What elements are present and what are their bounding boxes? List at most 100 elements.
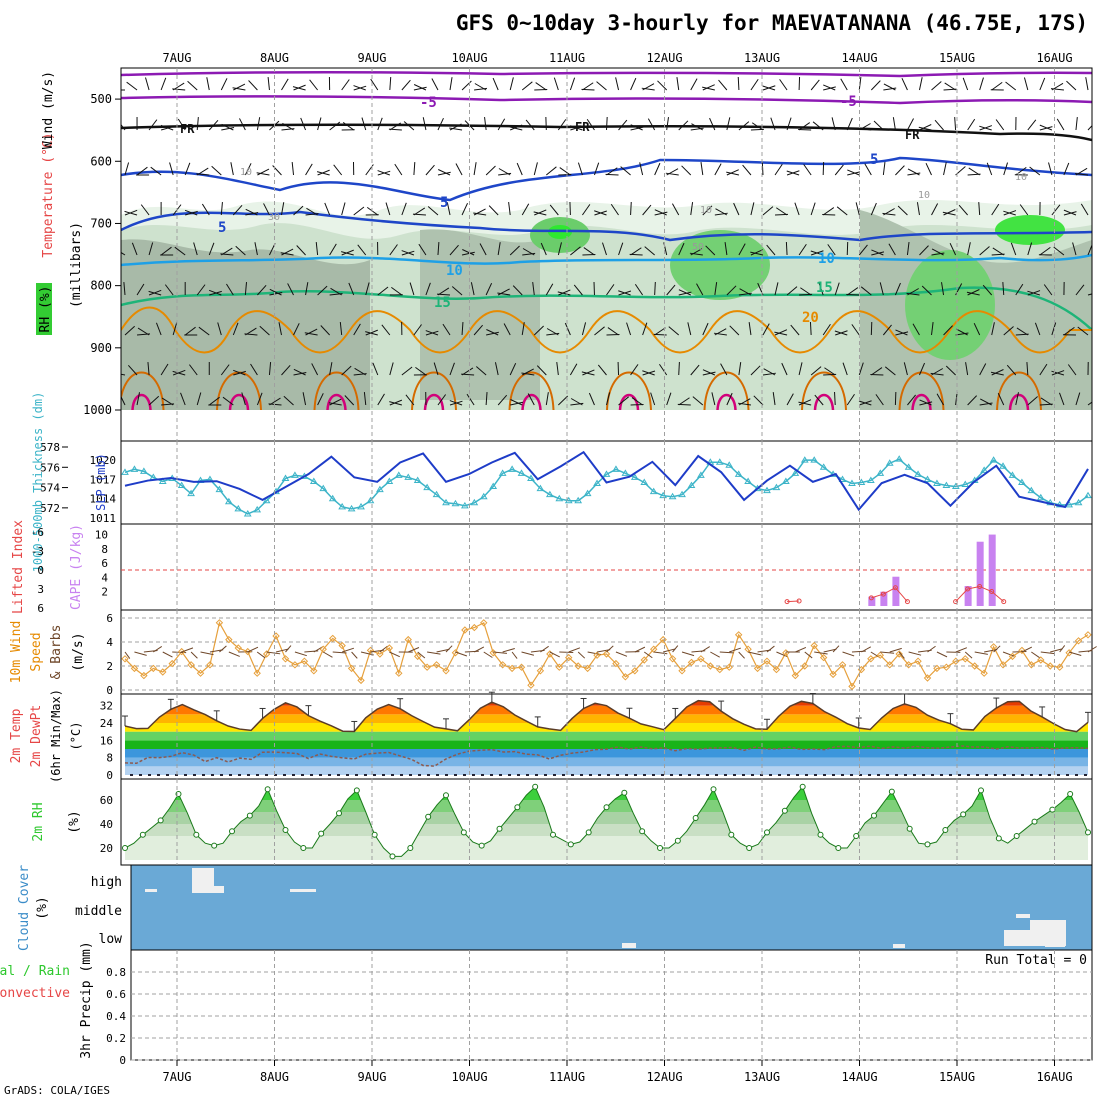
wind-barb (256, 172, 270, 176)
wind-barb (713, 332, 727, 336)
iso-label: 15 (434, 295, 451, 311)
wind-barb (919, 399, 932, 406)
wind-barb (193, 242, 198, 256)
wind-barb (581, 88, 595, 91)
wind-barb (634, 283, 644, 296)
date-label-bottom: 15AUG (939, 1070, 975, 1084)
dewpoint-dot (391, 774, 394, 776)
wind10-marker (159, 668, 167, 676)
wind-barb (846, 393, 855, 406)
cape-bar (964, 586, 972, 606)
wind-barb (630, 126, 644, 131)
wind-barb (944, 82, 956, 91)
wind10-marker (725, 663, 733, 671)
li-marker (892, 585, 898, 591)
thickness-marker (980, 466, 989, 473)
dewpoint-dot (634, 774, 637, 776)
wind-barb (570, 402, 584, 406)
wind-barb (606, 167, 618, 176)
wind-barb (678, 397, 690, 406)
thickness-marker (347, 504, 356, 512)
wind10-barb (389, 651, 400, 658)
rh2m-marker (478, 842, 485, 849)
wind-barb (907, 168, 920, 176)
cloud-patch (1004, 930, 1034, 946)
wind10-barb (1050, 648, 1063, 653)
date-label-top: 13AUG (744, 51, 780, 65)
rh2m-marker (710, 786, 717, 793)
wind-barb (486, 329, 499, 336)
thickness-marker (781, 477, 790, 484)
thickness-marker (187, 489, 195, 497)
rh2m-marker (657, 845, 663, 851)
wind-barb (484, 117, 487, 131)
rh2m-marker (1067, 791, 1074, 797)
wind-barb (919, 124, 932, 131)
wind-barb (521, 372, 535, 376)
wind-barb (955, 328, 968, 336)
wind-barb (559, 167, 571, 176)
thickness-marker (772, 483, 781, 491)
thickness-marker (848, 479, 856, 487)
wind-barb (798, 401, 812, 406)
dewpoint-dot (643, 774, 646, 776)
dewpoint-dot (301, 774, 304, 776)
wind-barb (1019, 204, 1029, 216)
wind-barb (714, 282, 718, 296)
wind-barb (473, 324, 483, 336)
wind-barb (217, 322, 222, 336)
wind-barb (512, 285, 523, 296)
wind-barb (302, 392, 307, 406)
wind-barb (148, 289, 162, 296)
wind-barb (834, 391, 836, 406)
wind-barb (354, 367, 367, 376)
wind10-marker (1084, 631, 1092, 639)
temp-band (125, 705, 1088, 715)
wind-barb (427, 206, 439, 216)
wind-barb (774, 163, 783, 176)
wind-barb (527, 393, 535, 406)
wind-barb (184, 326, 196, 336)
temp-band (125, 749, 1088, 758)
wind-barb (365, 331, 378, 336)
thickness-slp-panel: 578 576 574 572 1020 1017 1014 1011 1000-500mb … (31, 392, 1093, 572)
wind-barb (509, 126, 523, 131)
wind-barb (257, 168, 270, 176)
li-tick-label: -6 (31, 526, 44, 539)
wind-barb (184, 162, 191, 176)
wind-barb (172, 322, 178, 336)
wind-barb (823, 86, 836, 91)
wind-barb (666, 392, 672, 406)
wind10-barb (700, 646, 710, 653)
wind10-marker (338, 641, 346, 650)
wind-barb (726, 171, 740, 176)
wind10-marker (498, 661, 507, 669)
wind-barb (533, 162, 538, 176)
wind10-marker (536, 667, 545, 675)
wind-barb (895, 165, 905, 176)
wind10-marker (772, 665, 781, 674)
wind-barb (943, 209, 956, 216)
wind10-marker (914, 657, 922, 665)
wind-barb (451, 286, 463, 296)
wind-barb (786, 286, 798, 296)
cloud-patch (214, 886, 224, 893)
wind-barb (750, 202, 755, 216)
wind-barb (121, 251, 126, 256)
rh2m-panel: 60 40 20 2m RH (%) (31, 778, 1093, 866)
wind-barb (569, 125, 583, 131)
rh2m-marker (407, 845, 414, 851)
wind10-barb (1068, 651, 1082, 656)
dewpoint-dot (769, 774, 772, 776)
wind-barb (558, 289, 571, 296)
wind-barb (631, 397, 643, 406)
wind-barb (293, 323, 300, 336)
wind10-barb (256, 651, 266, 659)
slp-line (124, 450, 1089, 512)
wind-barb (934, 119, 944, 131)
wind-barb (549, 204, 559, 216)
wind-barb (941, 282, 945, 296)
wind-barb (1087, 243, 1092, 256)
wind-barb (991, 81, 1003, 91)
thickness-marker (904, 463, 913, 470)
